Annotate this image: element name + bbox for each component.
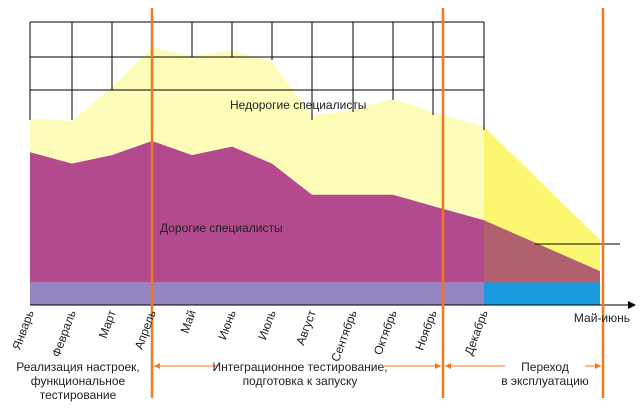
phase-label: Переход [521, 360, 569, 374]
x-tick-label: Май-июнь [574, 311, 630, 325]
x-tick-label: Декабрь [462, 308, 491, 357]
phase-arrows [154, 363, 601, 369]
phase-label: функциональное [31, 374, 126, 388]
phase-lines [150, 8, 605, 398]
grid-lines [29, 21, 485, 130]
x-tick-label: Февраль [49, 308, 79, 359]
areas [30, 47, 600, 305]
x-tick-label: Май [178, 308, 199, 335]
x-tick-label: Сентябрь [328, 308, 360, 363]
x-tick-label: Август [293, 308, 319, 347]
area-after [484, 220, 600, 283]
area [30, 282, 600, 305]
phase-label: Интеграционное тестирование, [212, 360, 387, 374]
area-after [484, 282, 600, 305]
area [30, 140, 600, 283]
phase-label: тестирование [40, 388, 117, 402]
axis-arrow [628, 301, 636, 309]
labels: Январь Февраль Март Апрель Май Июнь Июль Август… [10, 308, 630, 402]
x-tick-label: Июнь [215, 308, 239, 341]
phase-label: Реализация настроек, [16, 360, 140, 374]
series-label: Недорогие специалисты [230, 98, 366, 112]
area [30, 47, 600, 272]
x-tick-label: Ноябрь [412, 308, 439, 352]
series-label: Дорогие специалисты [160, 221, 283, 235]
x-tick-label: Январь [10, 308, 37, 351]
phase-label: подготовка к запуску [243, 374, 358, 388]
x-tick-label: Июль [255, 308, 279, 342]
area-after [484, 126, 600, 272]
phase-label: в эксплуатацию [501, 374, 589, 388]
x-tick-label: Октябрь [371, 308, 400, 356]
grid [29, 21, 485, 130]
x-tick-label: Март [96, 308, 119, 340]
x-tick-label: Апрель [132, 308, 159, 351]
